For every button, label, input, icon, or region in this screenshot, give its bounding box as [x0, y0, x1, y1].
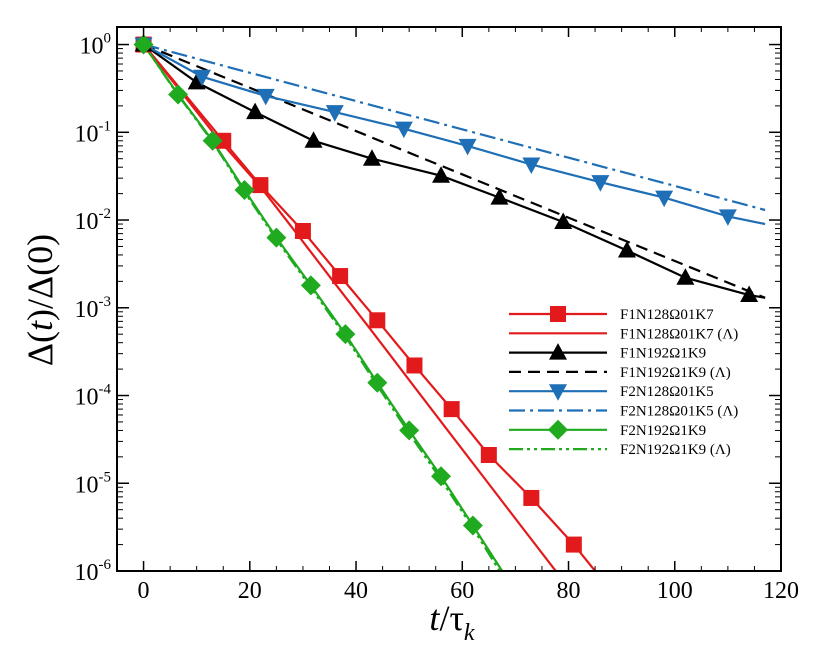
series-line-8 — [142, 43, 501, 571]
series-7-point — [168, 84, 189, 105]
axis-ticks: 0 20 40 60 80 100 120 100 10-1 10-2 10-3 10-4 10-5 10… — [75, 27, 799, 604]
series-1-point — [406, 357, 423, 374]
series-5-point — [192, 69, 211, 87]
series-1-point — [523, 489, 540, 506]
series-3-point — [490, 188, 509, 205]
series-3-point — [617, 240, 636, 258]
series-1-point — [215, 132, 232, 149]
x-tick-label: 80 — [557, 578, 581, 604]
y-tick-label: 100 — [80, 31, 112, 60]
legend-label-7: F2N192Ω1K9 — [620, 423, 706, 439]
series-3-point — [187, 72, 206, 90]
legend-label-1: F1N128Ω01K7 — [620, 307, 714, 323]
plot-frame — [116, 26, 782, 572]
legend-marker-3 — [549, 343, 567, 360]
series-7-point — [266, 227, 287, 248]
y-axis-label: Δ(t)/Δ(0) — [20, 234, 60, 366]
series-7-point — [367, 372, 388, 393]
x-tick-label: 60 — [450, 578, 474, 604]
x-tick-label: 100 — [657, 578, 693, 604]
series-line-3 — [142, 43, 766, 299]
series-7-point — [462, 515, 483, 536]
legend-label-6: F2N128Ω01K5 (Λ) — [620, 404, 738, 420]
series-5-point — [522, 157, 541, 174]
legend-marker-7 — [548, 419, 568, 440]
series-5-point — [458, 138, 477, 156]
marker-layer — [133, 34, 759, 553]
legend-label-3: F1N192Ω1K9 — [620, 346, 706, 362]
series-5-point — [256, 88, 275, 106]
series-7-point — [133, 34, 154, 55]
series-3-point — [554, 212, 573, 229]
series-5-point — [394, 121, 413, 139]
y-tick-label: 10-3 — [75, 294, 112, 323]
y-tick-label: 10-4 — [75, 382, 112, 411]
series-3-point — [304, 131, 323, 148]
legend-label-5: F2N128Ω01K5 — [620, 384, 714, 400]
series-3-point — [362, 149, 381, 166]
series-3-point — [432, 166, 451, 183]
series-1-point — [565, 536, 582, 553]
x-axis-label: t/τk — [429, 598, 474, 646]
series-3-point — [740, 285, 759, 302]
legend-label-4: F1N192Ω1K9 (Λ) — [620, 365, 731, 381]
series-1-point — [443, 401, 460, 418]
series-1-point — [480, 446, 497, 463]
legend-label-8: F2N192Ω1K9 (Λ) — [620, 442, 731, 458]
y-tick-label: 10-1 — [75, 118, 112, 147]
series-3-point — [246, 102, 265, 120]
legend: F1N128Ω01K7 F1N128Ω01K7 (Λ) F1N192Ω1K9 F1N1… — [509, 306, 738, 458]
series-7-point — [202, 130, 223, 151]
series-5-point — [325, 105, 344, 122]
series-5-point — [718, 209, 737, 226]
series-5-point — [655, 190, 674, 208]
series-1-point — [294, 222, 311, 239]
series-line-6 — [143, 43, 766, 212]
series-7-point — [300, 275, 321, 296]
y-tick-label: 10-2 — [75, 206, 112, 235]
series-1-point — [252, 177, 269, 194]
series-1-point — [332, 268, 349, 285]
y-tick-label: 10-6 — [75, 557, 112, 586]
x-tick-label: 120 — [763, 578, 799, 604]
legend-marker-5 — [549, 384, 567, 401]
series-7-point — [234, 179, 255, 200]
series-1-point — [369, 312, 386, 329]
legend-marker-1 — [550, 306, 566, 322]
series-line-4 — [143, 43, 766, 299]
x-tick-label: 40 — [344, 578, 368, 604]
series-3-point — [676, 268, 695, 285]
x-tick-label: 20 — [238, 578, 262, 604]
y-tick-label: 10-5 — [75, 469, 112, 498]
series-7-point — [431, 466, 452, 487]
legend-label-2: F1N128Ω01K7 (Λ) — [620, 326, 738, 342]
x-tick-label: 0 — [138, 578, 150, 604]
series-7-point — [335, 324, 356, 345]
series-5-point — [591, 175, 610, 192]
series-7-point — [399, 420, 420, 441]
